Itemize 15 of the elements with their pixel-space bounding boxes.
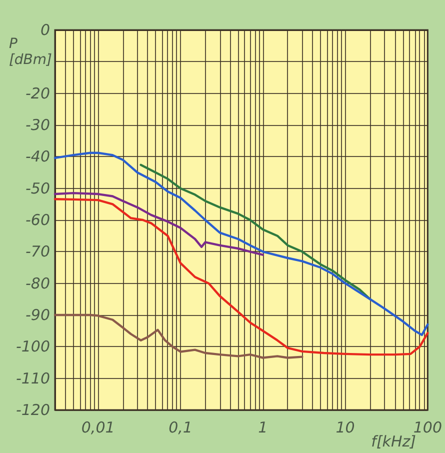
y-tick-label: -90 <box>26 306 50 324</box>
y-tick-label: -80 <box>26 274 50 292</box>
x-tick-label: 0,01 <box>81 418 115 436</box>
y-tick-label: -60 <box>26 211 50 229</box>
y-tick-label: -100 <box>16 338 50 356</box>
x-tick-label: 0,1 <box>168 418 192 436</box>
y-tick-label: -70 <box>26 242 50 261</box>
y-tick-label: -50 <box>26 179 50 198</box>
y-tick-label: -20 <box>26 84 50 102</box>
x-tick-label: 1 <box>258 418 268 436</box>
y-tick-label: -110 <box>16 369 50 388</box>
y-tick-label: -120 <box>16 401 50 419</box>
y-tick-label: -40 <box>26 148 50 166</box>
x-tick-label: 10 <box>336 418 355 436</box>
y-tick-label: -30 <box>26 116 50 134</box>
